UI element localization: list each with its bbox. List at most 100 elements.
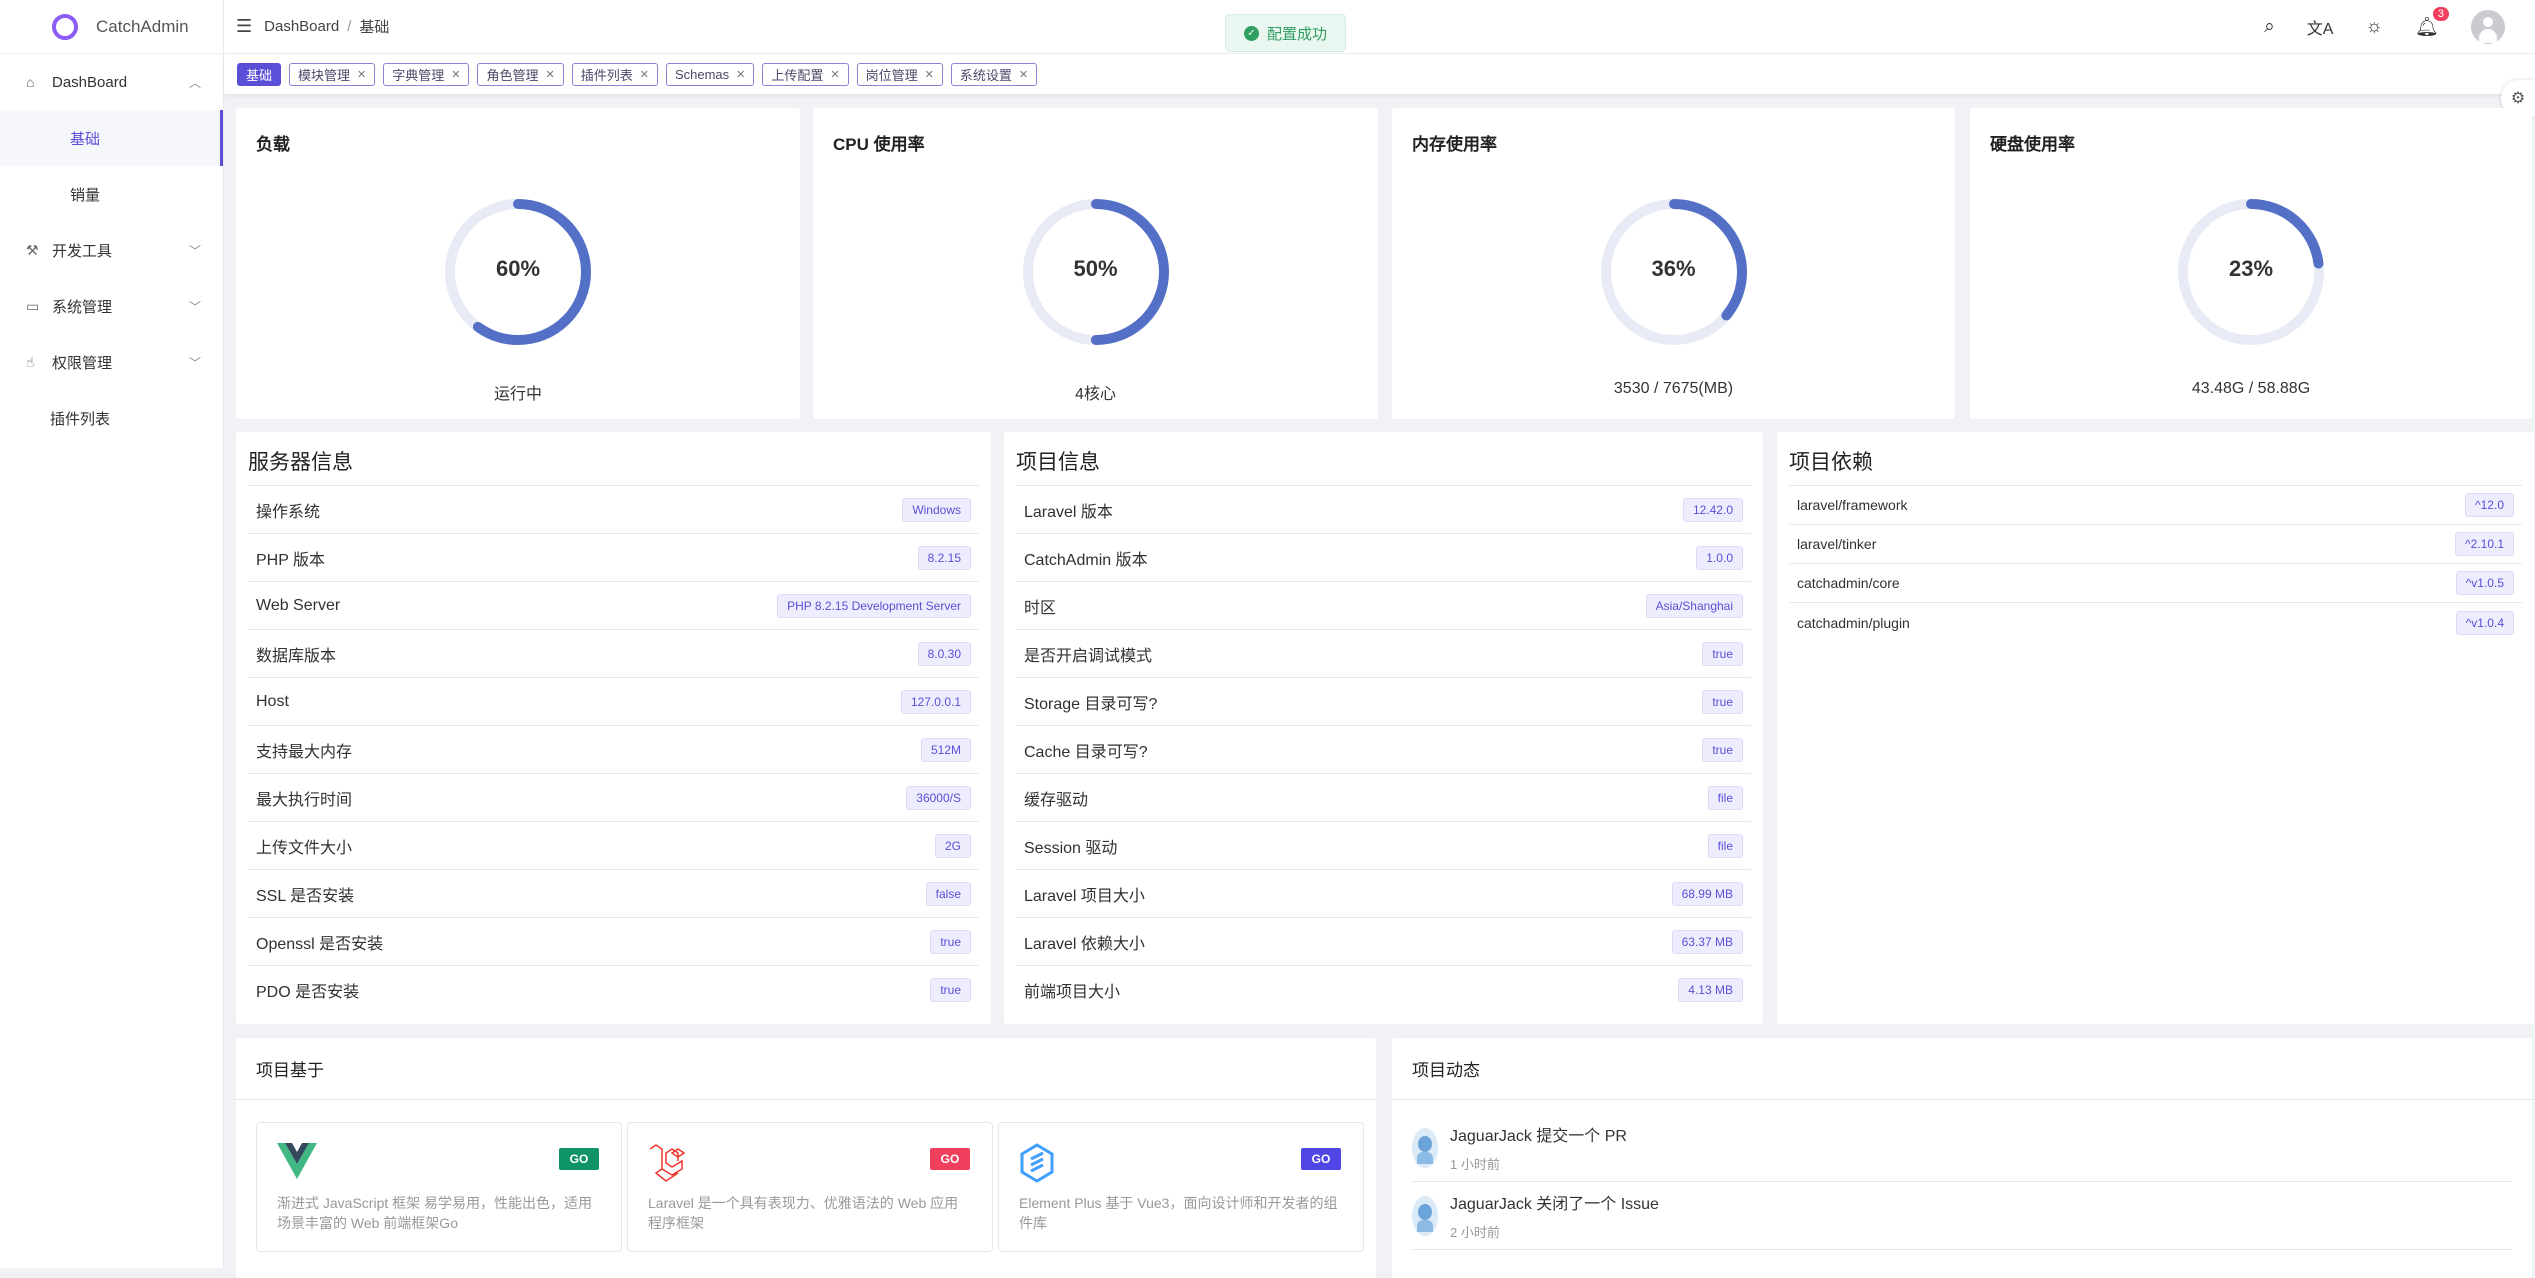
- bell-icon[interactable]: 🔔︎ 3: [2415, 7, 2449, 39]
- close-icon[interactable]: ✕: [1018, 68, 1029, 81]
- system-icon: ▭: [26, 297, 40, 314]
- sidebar-item-devtools[interactable]: ⚒ 开发工具 ﹀: [0, 222, 223, 278]
- project-deps-card: 项目依赖 laravel/framework ^12.0 laravel/tinker…: [1777, 432, 2534, 1024]
- info-value: 4.13 MB: [1678, 978, 1743, 1002]
- sidebar-item-system[interactable]: ▭ 系统管理 ﹀: [0, 278, 223, 334]
- gauge-card: 负载 60% 运行中: [236, 108, 800, 419]
- info-value: 68.99 MB: [1671, 881, 1743, 906]
- gauge-title: CPU 使用率: [833, 135, 925, 154]
- gauge-subtitle: 43.48G / 58.88G: [2191, 380, 2311, 397]
- info-label: 前端项目大小: [1024, 984, 1121, 1001]
- info-label: 数据库版本: [256, 647, 337, 665]
- chevron-down-icon: ﹀: [188, 299, 201, 314]
- close-icon[interactable]: ✕: [830, 68, 840, 81]
- activity-item: JaguarJack 提交一个 PR 1 小时前: [1412, 1114, 2512, 1182]
- close-icon[interactable]: ✕: [451, 68, 461, 81]
- sidebar-item-dashboard[interactable]: ⌂ DashBoard ︿: [0, 54, 223, 110]
- info-row: 上传文件大小 2G: [248, 822, 979, 870]
- label: 销量: [70, 186, 101, 204]
- info-value: PHP 8.2.15 Development Server: [777, 593, 971, 618]
- gauge-title: 负载: [256, 135, 290, 154]
- catchadmin-logo-icon: [52, 13, 78, 40]
- info-label: Laravel 依赖大小: [1024, 935, 1145, 953]
- project-activity-card: 项目动态 JaguarJack 提交一个 PR 1 小时前 JaguarJack 关…: [1392, 1038, 2532, 1278]
- info-value: ^2.10.1: [2455, 532, 2514, 556]
- info-label: Laravel 版本: [1024, 503, 1113, 521]
- label: DashBoard: [52, 73, 128, 91]
- sidebar-item-permission[interactable]: ☝ 权限管理 ﹀: [0, 334, 223, 390]
- gauge-arc: [1600, 199, 1747, 345]
- close-icon[interactable]: ✕: [736, 68, 746, 81]
- info-value: 2G: [934, 833, 971, 858]
- breadcrumb-item[interactable]: DashBoard: [264, 18, 340, 35]
- project-card[interactable]: GO Element Plus 基于 Vue3，面向设计师和开发者的组件库: [998, 1122, 1364, 1252]
- logo[interactable]: CatchAdmin: [0, 0, 223, 54]
- info-value: Windows: [902, 497, 971, 522]
- info-label: 是否开启调试模式: [1024, 647, 1153, 665]
- sidebar-item-basic[interactable]: 基础: [0, 110, 223, 166]
- tab-5[interactable]: Schemas ✕: [665, 62, 755, 86]
- gauge-ring: [1600, 199, 1747, 345]
- close-icon[interactable]: ✕: [639, 68, 649, 81]
- home-icon: ⌂: [26, 74, 35, 90]
- info-label: Laravel 项目大小: [1024, 887, 1145, 905]
- activity-item: JaguarJack 关闭了一个 Issue 2 小时前: [1412, 1182, 2512, 1250]
- info-row: 操作系统 Windows: [248, 486, 979, 534]
- menu-toggle-icon[interactable]: ☰: [236, 16, 253, 36]
- info-row: 前端项目大小 4.13 MB: [1016, 966, 1751, 1014]
- project-card[interactable]: GO 渐进式 JavaScript 框架 易学易用，性能出色，适用场景丰富的 We…: [256, 1122, 622, 1252]
- close-icon[interactable]: ✕: [924, 68, 934, 81]
- tab-2[interactable]: 字典管理 ✕: [383, 62, 470, 86]
- info-label: laravel/framework: [1797, 497, 1908, 513]
- project-description: Element Plus 基于 Vue3，面向设计师和开发者的组件库: [1019, 1195, 1338, 1231]
- info-value: 127.0.0.1: [900, 689, 971, 714]
- gauge-arc: [2178, 199, 2324, 345]
- info-value: true: [1702, 737, 1743, 762]
- gauge-subtitle: 3530 / 7675(MB): [1613, 380, 1734, 397]
- tab-8[interactable]: 系统设置 ✕: [950, 62, 1038, 86]
- sidebar-item-plugins[interactable]: 插件列表: [0, 390, 223, 446]
- info-row: Laravel 依赖大小 63.37 MB: [1016, 918, 1751, 966]
- close-icon[interactable]: ✕: [545, 68, 555, 81]
- card-title: 项目基于: [236, 1038, 1376, 1100]
- translate-icon[interactable]: 文A: [2306, 21, 2334, 38]
- tab-7[interactable]: 岗位管理 ✕: [856, 62, 943, 86]
- info-row: Cache 目录可写? true: [1016, 726, 1751, 774]
- go-button[interactable]: GO: [1301, 1148, 1341, 1170]
- gauge-percent: 60%: [495, 256, 541, 281]
- user-avatar: [1412, 1127, 1438, 1168]
- project-description: 渐进式 JavaScript 框架 易学易用，性能出色，适用场景丰富的 Web …: [277, 1195, 593, 1231]
- tab-3[interactable]: 角色管理 ✕: [477, 62, 564, 86]
- breadcrumb-item: 基础: [359, 19, 390, 36]
- tab-0[interactable]: 基础: [237, 62, 282, 86]
- sidebar-item-sales[interactable]: 销量: [0, 166, 223, 222]
- info-label: 操作系统: [256, 503, 321, 521]
- tab-1[interactable]: 模块管理 ✕: [289, 62, 376, 86]
- project-card[interactable]: GO Laravel 是一个具有表现力、优雅语法的 Web 应用程序框架: [627, 1122, 993, 1252]
- app-title: CatchAdmin: [96, 16, 189, 36]
- tab-6[interactable]: 上传配置 ✕: [762, 62, 849, 86]
- tab-4[interactable]: 插件列表 ✕: [571, 62, 658, 86]
- info-row: laravel/framework ^12.0: [1789, 486, 2522, 525]
- close-icon[interactable]: ✕: [357, 68, 367, 81]
- gauge-percent: 23%: [2228, 256, 2274, 281]
- gauge-subtitle: 运行中: [493, 386, 542, 403]
- info-row: Laravel 项目大小 68.99 MB: [1016, 870, 1751, 918]
- go-button[interactable]: GO: [930, 1148, 970, 1170]
- info-row: Laravel 版本 12.42.0: [1016, 486, 1751, 534]
- info-row: 数据库版本 8.0.30: [248, 630, 979, 678]
- project-description: Laravel 是一个具有表现力、优雅语法的 Web 应用程序框架: [648, 1195, 959, 1231]
- gauge-card: 硬盘使用率 23% 43.48G / 58.88G: [1970, 108, 2532, 419]
- info-value: 8.0.30: [917, 641, 971, 666]
- info-value: true: [1702, 689, 1743, 714]
- info-label: Web Server: [256, 596, 341, 614]
- notification-badge: 3: [2432, 7, 2449, 21]
- activity-title: JaguarJack 提交一个 PR: [1450, 1128, 1627, 1145]
- info-row: 最大执行时间 36000/S: [248, 774, 979, 822]
- search-icon[interactable]: ⌕: [2264, 16, 2275, 37]
- go-button[interactable]: GO: [559, 1148, 599, 1170]
- avatar[interactable]: [2471, 10, 2505, 44]
- chevron-down-icon: ﹀: [188, 243, 201, 258]
- tags-view: 基础 模块管理 ✕ 字典管理 ✕ 角色管理 ✕ 插件列表 ✕ Schemas ✕ 上传配置 ✕ 岗位管理 ✕…: [224, 54, 2535, 94]
- theme-sun-icon[interactable]: ☼: [2365, 16, 2383, 37]
